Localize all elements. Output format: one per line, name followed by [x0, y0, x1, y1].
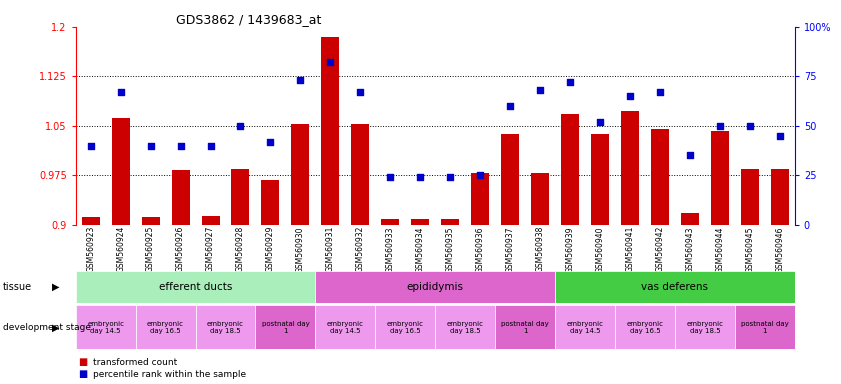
Text: embryonic
day 16.5: embryonic day 16.5 — [147, 321, 184, 334]
Bar — [231, 169, 250, 225]
Text: tissue: tissue — [3, 282, 32, 292]
Text: embryonic
day 18.5: embryonic day 18.5 — [686, 321, 723, 334]
Bar — [195, 305, 256, 349]
Bar — [495, 305, 555, 349]
Bar — [262, 180, 279, 225]
Point — [563, 79, 577, 85]
Text: embryonic
day 16.5: embryonic day 16.5 — [387, 321, 424, 334]
Point — [743, 122, 757, 129]
Point — [713, 122, 727, 129]
Bar — [291, 124, 309, 225]
Text: ■: ■ — [78, 357, 87, 367]
Point — [234, 122, 247, 129]
Point — [533, 87, 547, 93]
Point — [174, 142, 188, 149]
Bar — [770, 169, 789, 225]
Point — [294, 77, 307, 83]
Bar — [555, 271, 795, 303]
Bar — [621, 111, 639, 225]
Text: percentile rank within the sample: percentile rank within the sample — [93, 370, 246, 379]
Bar — [681, 213, 699, 225]
Point — [773, 132, 786, 139]
Bar — [112, 118, 130, 225]
Point — [383, 174, 397, 180]
Bar — [141, 217, 160, 225]
Text: ▶: ▶ — [52, 322, 60, 333]
Bar — [76, 305, 135, 349]
Point — [683, 152, 696, 159]
Bar — [381, 219, 399, 225]
Point — [264, 139, 278, 145]
Point — [84, 142, 98, 149]
Point — [144, 142, 157, 149]
Point — [623, 93, 637, 99]
Bar — [561, 114, 579, 225]
Bar — [735, 305, 795, 349]
Bar — [615, 305, 674, 349]
Text: embryonic
day 16.5: embryonic day 16.5 — [627, 321, 664, 334]
Text: embryonic
day 14.5: embryonic day 14.5 — [87, 321, 124, 334]
Bar — [591, 134, 609, 225]
Text: embryonic
day 14.5: embryonic day 14.5 — [567, 321, 604, 334]
Bar — [651, 129, 669, 225]
Bar — [711, 131, 729, 225]
Bar — [82, 217, 99, 225]
Bar — [315, 305, 375, 349]
Text: transformed count: transformed count — [93, 358, 177, 367]
Point — [414, 174, 427, 180]
Bar — [436, 305, 495, 349]
Text: embryonic
day 14.5: embryonic day 14.5 — [327, 321, 364, 334]
Text: GDS3862 / 1439683_at: GDS3862 / 1439683_at — [177, 13, 322, 26]
Bar — [315, 271, 555, 303]
Text: postnatal day
1: postnatal day 1 — [501, 321, 549, 334]
Point — [653, 89, 667, 95]
Bar — [555, 305, 615, 349]
Text: postnatal day
1: postnatal day 1 — [741, 321, 789, 334]
Text: postnatal day
1: postnatal day 1 — [262, 321, 309, 334]
Bar — [135, 305, 195, 349]
Text: development stage: development stage — [3, 323, 91, 332]
Bar — [321, 37, 339, 225]
Bar — [674, 305, 735, 349]
Bar — [532, 172, 549, 225]
Bar — [442, 219, 459, 225]
Text: embryonic
day 18.5: embryonic day 18.5 — [447, 321, 484, 334]
Point — [504, 103, 517, 109]
Point — [443, 174, 457, 180]
Bar — [741, 169, 759, 225]
Bar — [352, 124, 369, 225]
Point — [473, 172, 487, 178]
Bar — [202, 216, 220, 225]
Text: ▶: ▶ — [52, 282, 60, 292]
Bar — [471, 173, 489, 225]
Text: efferent ducts: efferent ducts — [159, 282, 232, 292]
Text: epididymis: epididymis — [407, 282, 463, 292]
Bar — [172, 170, 189, 225]
Bar — [76, 271, 315, 303]
Point — [114, 89, 127, 95]
Bar — [375, 305, 436, 349]
Point — [353, 89, 367, 95]
Bar — [411, 219, 429, 225]
Bar — [256, 305, 315, 349]
Text: embryonic
day 18.5: embryonic day 18.5 — [207, 321, 244, 334]
Point — [204, 142, 217, 149]
Text: vas deferens: vas deferens — [642, 282, 708, 292]
Point — [324, 60, 337, 66]
Text: ■: ■ — [78, 369, 87, 379]
Bar — [501, 134, 519, 225]
Point — [593, 119, 606, 125]
